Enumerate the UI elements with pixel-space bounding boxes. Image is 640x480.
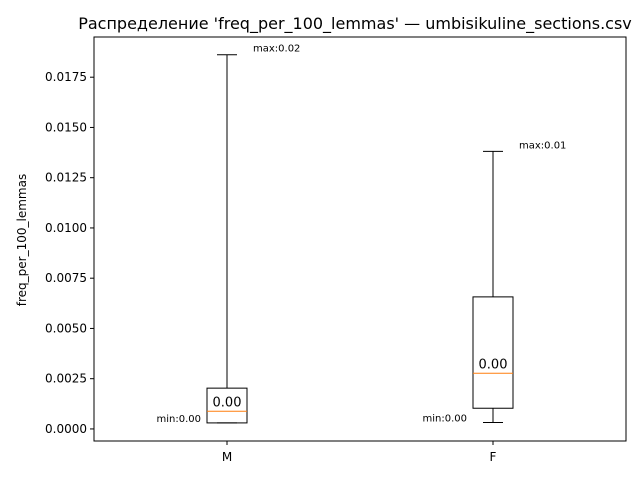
y-tick-label: 0.0175 [45,70,87,84]
max-label: max:0.02 [253,44,300,55]
y-tick-label: 0.0025 [45,372,87,386]
plot-area [93,36,627,442]
x-tick-label: F [490,450,497,464]
max-label: max:0.01 [519,140,566,151]
min-label: min:0.00 [423,414,468,425]
y-tick-label: 0.0150 [45,120,87,134]
min-label: min:0.00 [157,414,202,425]
median-label: 0.00 [479,357,508,372]
y-tick-label: 0.0075 [45,271,87,285]
box-iqr [206,387,248,424]
boxes-group: 0.00 max:0.02 min:0.00 0.00 max:0.01 min:0.00 [157,44,567,425]
y-tick-label: 0.0125 [45,171,87,185]
y-tick-label: 0.0100 [45,221,87,235]
y-tick-label: 0.0050 [45,321,87,335]
y-axis-label: freq_per_100_lemmas [15,174,29,306]
y-tick-label: 0.0000 [45,422,87,436]
chart-title: Распределение 'freq_per_100_lemmas' — um… [78,14,632,34]
x-tick-label: M [222,450,232,464]
box-iqr [472,296,514,409]
median-label: 0.00 [213,395,242,410]
y-axis: 0.0000 0.0025 0.0050 0.0075 0.0100 0.0125 0.01… [45,70,94,436]
